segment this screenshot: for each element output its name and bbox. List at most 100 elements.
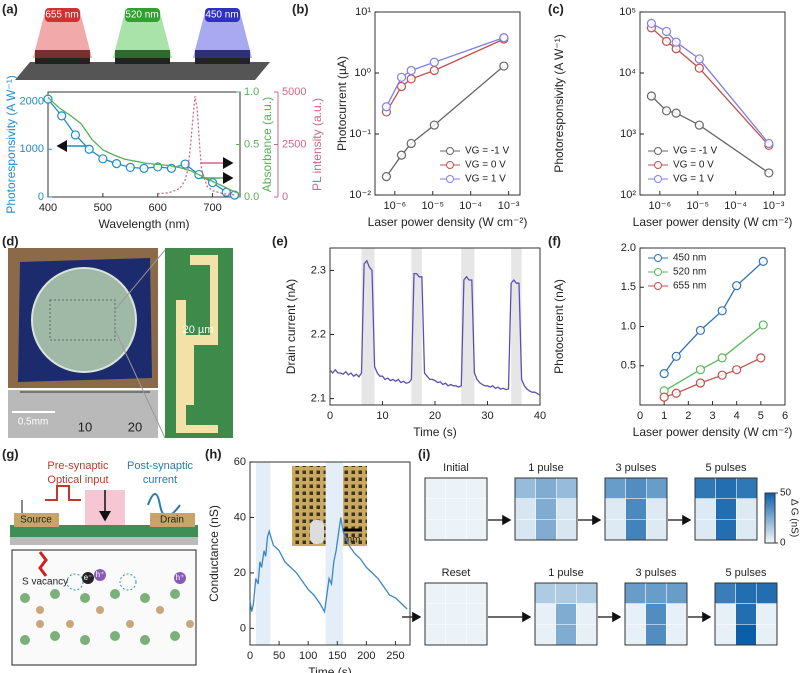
x-axis-title: Wavelength (nm) (99, 217, 190, 231)
vacancy-label: S vacancy (22, 577, 68, 588)
data-point (396, 81, 407, 92)
legend-marker (654, 161, 662, 169)
heatmap-cell (555, 582, 577, 604)
hole-label: h⁺ (96, 570, 105, 579)
heatmap-cell (736, 498, 758, 520)
heatmap-frame (424, 477, 488, 541)
heatmap-cell (714, 603, 736, 625)
data-point (671, 37, 681, 47)
heatmap-cell (645, 624, 667, 646)
heatmap-cell (445, 603, 467, 625)
heatmap-cell (666, 582, 688, 604)
y2-tick-label: 0.5 (244, 138, 259, 150)
shaded-region (511, 248, 522, 405)
data-point (499, 33, 509, 43)
heatmap-title: 1 pulse (548, 567, 583, 579)
x-tick-label: 10⁻⁴ (724, 200, 747, 212)
data-point (125, 162, 135, 173)
heatmap-cell (666, 624, 688, 646)
input-label: Optical input (47, 474, 108, 486)
shaded-region (411, 248, 422, 405)
legend-label: VG = -1 V (673, 146, 718, 157)
heatmap-title: Initial (443, 462, 469, 474)
series-line (385, 36, 505, 107)
heatmap-cell (445, 477, 467, 499)
x-tick-label: 40 (534, 410, 546, 422)
heatmap-cell (645, 603, 667, 625)
heatmap-cell (466, 582, 488, 604)
y-tick-label: 2.1 (311, 392, 326, 404)
series-line (249, 517, 408, 614)
x-tick-label: 400 (39, 202, 57, 214)
panel-label: (h) (205, 446, 222, 461)
data-point (671, 108, 681, 118)
ruler-tick: 10 (78, 419, 92, 434)
heatmap-cell (736, 477, 758, 499)
heatmap-cell (625, 519, 647, 541)
x-axis-title: Laser power density (W cm⁻²) (368, 215, 528, 229)
heatmap-cell (535, 519, 557, 541)
panel-label: (c) (548, 1, 564, 16)
x-tick-label: 20 (429, 410, 441, 422)
data-point (429, 120, 439, 130)
heatmap-cell (735, 624, 757, 646)
device-photo: 0.5mm 10 20 20 µm (8, 248, 233, 439)
y-axis-title: Conductance (nS) (207, 505, 221, 602)
data-point (717, 353, 727, 363)
x-tick-label: 10⁻³ (763, 200, 785, 212)
heatmap-frame (424, 582, 488, 646)
y-tick-label: 0 (240, 622, 246, 634)
x-tick-label: 1 (661, 410, 667, 422)
data-point (717, 370, 727, 380)
heatmap-cell (604, 498, 626, 520)
heatmap-cell (624, 624, 646, 646)
data-point (659, 392, 669, 402)
colorbar (764, 492, 776, 544)
x-tick-label: 3 (709, 410, 715, 422)
heatmap-cell (756, 624, 778, 646)
heatmap-cell (715, 498, 737, 520)
data-point (695, 378, 706, 388)
heatmap-cell (646, 498, 668, 520)
x-tick-label: 10⁻⁵ (421, 200, 444, 212)
heatmap-cell (424, 477, 446, 499)
heatmap-cell (445, 582, 467, 604)
x-tick-label: 6 (782, 410, 788, 422)
panel-label: (d) (2, 233, 19, 248)
legend-marker (654, 175, 662, 183)
heatmap-cell (514, 498, 536, 520)
data-point (429, 57, 439, 67)
legend-marker (446, 147, 454, 155)
heatmap-cell (604, 519, 626, 541)
heatmap-cell (646, 477, 668, 499)
shaded-region (461, 248, 475, 405)
x-tick-label: 2 (685, 410, 691, 422)
y-tick-label: 10⁻¹ (349, 128, 371, 140)
y-axis-title: Photoresponsivity (A W⁻¹) (552, 34, 566, 172)
heatmap-cell (735, 582, 757, 604)
heatmap-cell (424, 624, 446, 646)
heatmap-cell (555, 624, 577, 646)
heatmap-cell (556, 477, 578, 499)
colorbar-tick-label: 50 (780, 488, 792, 499)
data-point (732, 365, 742, 375)
heatmap-cell (714, 624, 736, 646)
data-point (732, 281, 742, 291)
data-point (671, 351, 681, 361)
heatmap-cell (556, 498, 578, 520)
x-tick-label: 10⁻⁶ (384, 200, 407, 212)
x-tick-label: 200 (357, 650, 375, 662)
legend-marker (654, 282, 662, 290)
heatmap-cell (534, 624, 556, 646)
panel-label: (g) (2, 446, 19, 461)
data-point (98, 154, 108, 164)
x-tick-label: 0 (247, 650, 253, 662)
sequence-arrows (402, 514, 712, 623)
x-tick-label: 10⁻⁶ (649, 200, 672, 212)
scale-bar: 20 µm (183, 324, 214, 336)
x-tick-label: 4 (734, 410, 740, 422)
synapse-diagram: Pre-synaptic Optical input Post-synaptic… (10, 460, 198, 666)
y-tick-label: 10⁰ (354, 67, 371, 79)
x-axis-title: Laser power density (W cm⁻²) (633, 215, 793, 229)
data-point (695, 365, 706, 375)
